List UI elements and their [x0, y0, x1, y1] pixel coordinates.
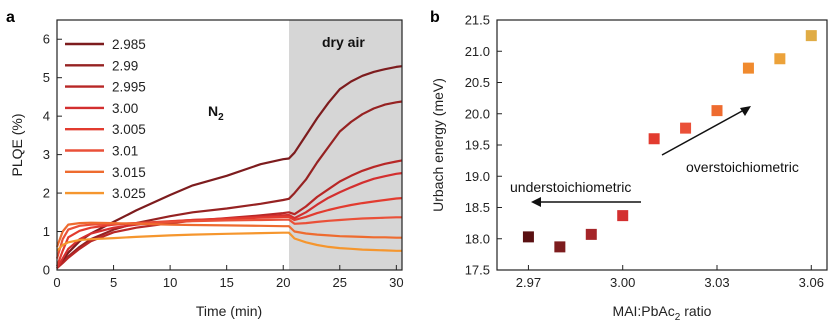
- series-lines: [55, 65, 403, 269]
- legend-label-3.025: 3.025: [112, 186, 146, 201]
- panel-label-a: a: [6, 9, 15, 26]
- axis-ticks-a: 0 5 10 15 20 25 30 0 1 2 3 4 5 6: [43, 32, 404, 290]
- series-line-3.015: [55, 221, 402, 248]
- arrow-left-head: [531, 197, 541, 207]
- series-line-2.995: [56, 159, 403, 269]
- overstoichiometric-arrow: [661, 106, 751, 156]
- plot-frame-a: [56, 19, 403, 271]
- x-tick-label-a: 20: [276, 275, 290, 290]
- panel-label-b: b: [430, 9, 440, 26]
- chart-a: dry air N2 2.9852.992.9953.003.0053.013.…: [9, 19, 404, 319]
- understoichiometric-arrow: [531, 197, 641, 207]
- y-tick-label-b: 17.5: [465, 263, 490, 278]
- plot-frame-b: [496, 19, 828, 271]
- data-point: [774, 53, 786, 65]
- x-tick-label-b: 3.03: [704, 275, 729, 290]
- y-tick-label-b: 21.5: [465, 13, 490, 28]
- n2-label: N2: [208, 103, 224, 123]
- data-point: [617, 210, 629, 222]
- series-line-3.025: [56, 231, 402, 252]
- x-axis-label-b: MAI:PbAc2 ratio: [613, 303, 712, 321]
- data-point: [742, 62, 754, 74]
- series-line-3.01: [55, 216, 402, 259]
- legend-label-3.01: 3.01: [112, 144, 138, 159]
- legend-label-3.015: 3.015: [112, 165, 146, 180]
- overstoichiometric-label: overstoichiometric: [686, 159, 799, 175]
- y-tick-label-a: 1: [43, 224, 50, 239]
- y-tick-label-a: 6: [43, 32, 50, 47]
- scatter-points: [522, 30, 817, 253]
- legend: 2.985 2.99 2.995 3.00 3.005 3.01 3.015 3.025: [65, 37, 146, 201]
- x-axis-label-a: Time (min): [196, 303, 262, 319]
- arrow-right-head: [740, 106, 751, 116]
- n2-label-main: N: [208, 103, 218, 119]
- y-tick-label-a: 3: [43, 147, 50, 162]
- y-tick-label-b: 20.0: [465, 106, 490, 121]
- legend-label-2.99: 2.99: [112, 58, 138, 73]
- y-tick-label-a: 0: [43, 263, 50, 278]
- axis-ticks-b: 2.97 3.00 3.03 3.06 17.5 18.0 18.5 19.0 19.5 20.0…: [465, 13, 824, 291]
- dry-air-region: [289, 20, 402, 270]
- x-axis-label-b-tail: ratio: [680, 303, 711, 319]
- x-axis-label-b-sub: 2: [675, 312, 681, 321]
- x-tick-label-a: 5: [110, 275, 117, 290]
- legend-label-2.985: 2.985: [112, 37, 146, 52]
- legend-label-3.005: 3.005: [112, 122, 146, 137]
- dry-air-label: dry air: [322, 34, 365, 50]
- x-tick-label-a: 0: [53, 275, 60, 290]
- y-tick-label-b: 19.0: [465, 169, 490, 184]
- x-tick-label-a: 15: [219, 275, 233, 290]
- y-axis-label-b: Urbach energy (meV): [430, 78, 446, 212]
- data-point: [680, 122, 692, 134]
- y-tick-label-b: 20.5: [465, 75, 490, 90]
- chart-b: 2.97 3.00 3.03 3.06 17.5 18.0 18.5 19.0 19.5 20.0…: [430, 13, 828, 321]
- series-line-2.99: [56, 100, 403, 269]
- n2-label-sub: 2: [218, 112, 224, 123]
- data-point: [648, 133, 660, 145]
- data-point: [585, 228, 597, 240]
- x-tick-label-b: 3.00: [610, 275, 635, 290]
- y-tick-label-b: 19.5: [465, 138, 490, 153]
- y-tick-label-a: 4: [43, 109, 50, 124]
- x-tick-label-b: 2.97: [516, 275, 541, 290]
- x-tick-label-a: 10: [163, 275, 177, 290]
- legend-label-2.995: 2.995: [112, 80, 146, 95]
- series-line-3.00: [56, 172, 403, 269]
- data-point: [711, 105, 723, 117]
- x-axis-label-b-main: MAI:PbAc: [613, 303, 675, 319]
- y-tick-label-a: 2: [43, 186, 50, 201]
- data-point: [554, 241, 566, 253]
- data-point: [805, 30, 817, 42]
- legend-label-3.00: 3.00: [112, 101, 138, 116]
- y-tick-label-b: 21.0: [465, 44, 490, 59]
- x-tick-label-b: 3.06: [799, 275, 824, 290]
- arrow-right-shaft: [661, 109, 745, 156]
- x-tick-label-a: 30: [389, 275, 403, 290]
- understoichiometric-label: understoichiometric: [510, 179, 631, 195]
- y-tick-label-b: 18.5: [465, 200, 490, 215]
- y-tick-label-a: 5: [43, 70, 50, 85]
- y-axis-label-a: PLQE (%): [9, 113, 25, 176]
- y-tick-label-b: 18.0: [465, 231, 490, 246]
- x-tick-label-a: 25: [333, 275, 347, 290]
- data-point: [522, 231, 534, 243]
- series-line-3.005: [55, 197, 403, 267]
